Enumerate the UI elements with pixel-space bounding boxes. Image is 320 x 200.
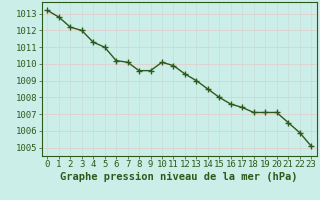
- X-axis label: Graphe pression niveau de la mer (hPa): Graphe pression niveau de la mer (hPa): [60, 172, 298, 182]
